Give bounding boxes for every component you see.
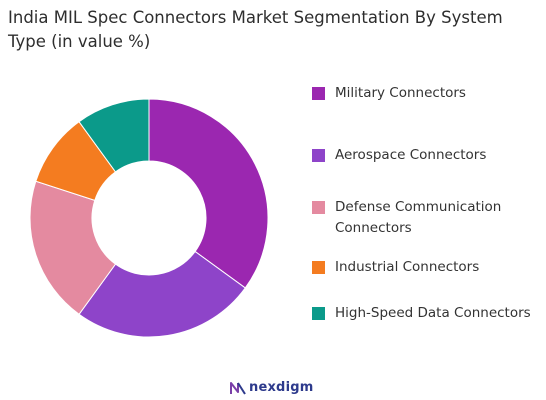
donut-slices — [29, 98, 269, 338]
legend-swatch — [312, 87, 325, 100]
legend-swatch — [312, 201, 325, 214]
nexdigm-logo-icon — [230, 382, 246, 395]
legend-label: Military Connectors — [335, 85, 466, 101]
donut-slice-defense-communication-connectors — [29, 180, 117, 315]
legend-swatch — [312, 261, 325, 274]
legend-label: Industrial Connectors — [335, 259, 480, 275]
legend-label: Aerospace Connectors — [335, 147, 487, 163]
legend-swatch — [312, 307, 325, 320]
legend-label: High-Speed Data Connectors — [335, 305, 531, 321]
donut-slice-high-speed-data-connectors — [78, 98, 150, 173]
brand-logo: nexdigm — [229, 379, 349, 399]
donut-slice-aerospace-connectors — [78, 250, 246, 338]
donut-slice-military-connectors — [148, 98, 269, 289]
legend-label: Defense Communication Connectors — [335, 199, 502, 236]
chart-title: India MIL Spec Connectors Market Segment… — [8, 8, 503, 51]
legend-swatch — [312, 149, 325, 162]
brand-name: nexdigm — [249, 380, 314, 395]
